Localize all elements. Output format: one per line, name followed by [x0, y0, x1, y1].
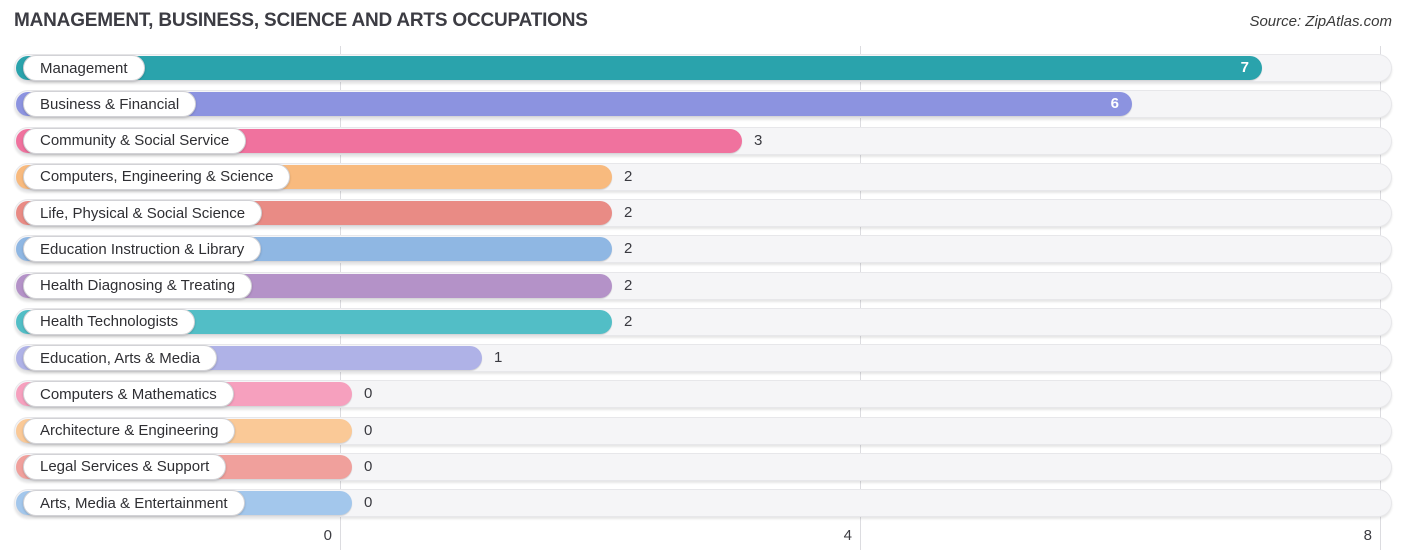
category-label: Computers, Engineering & Science: [40, 168, 274, 186]
category-pill: Education, Arts & Media: [23, 345, 218, 371]
category-label: Education, Arts & Media: [40, 349, 201, 367]
bar-track: Arts, Media & Entertainment 0: [14, 489, 1392, 517]
bar-track: Education Instruction & Library 2: [14, 235, 1392, 264]
value-label: 0: [364, 421, 373, 439]
value-label: 0: [364, 494, 373, 511]
bar-row: Education Instruction & Library 2: [14, 235, 1392, 264]
bar-track: Health Diagnosing & Treating 2: [14, 271, 1392, 300]
category-label: Legal Services & Support: [40, 458, 210, 476]
bar-row: 6 Business & Financial: [14, 90, 1392, 119]
category-pill: Legal Services & Support: [23, 453, 227, 480]
bar-row: Community & Social Service 3: [14, 126, 1392, 155]
source-label: Source: ZipAtlas.com: [1249, 13, 1392, 30]
category-pill: Computers & Mathematics: [23, 381, 234, 408]
category-label: Architecture & Engineering: [40, 422, 219, 439]
bar-track: Life, Physical & Social Science 2: [14, 199, 1392, 227]
category-label: Computers & Mathematics: [40, 385, 217, 403]
category-pill: Life, Physical & Social Science: [23, 200, 263, 226]
value-label: 2: [624, 204, 633, 221]
x-axis-tick: 8: [1363, 527, 1372, 544]
value-label: 7: [1240, 59, 1249, 76]
category-pill: Community & Social Service: [23, 127, 247, 154]
bar-track: 6 Business & Financial: [14, 90, 1392, 119]
bar-row: Arts, Media & Entertainment 0: [14, 489, 1392, 517]
bar-track: Education, Arts & Media 1: [14, 344, 1392, 372]
category-pill: Architecture & Engineering: [23, 417, 236, 444]
category-label: Life, Physical & Social Science: [40, 204, 246, 222]
bar: 7: [16, 56, 1262, 80]
category-label: Arts, Media & Entertainment: [40, 494, 228, 512]
bar-row: Health Technologists 2: [14, 307, 1392, 336]
bar-row: Architecture & Engineering 0: [14, 416, 1392, 445]
category-label: Education Instruction & Library: [40, 240, 245, 258]
bar-track: Architecture & Engineering 0: [14, 416, 1392, 445]
bar-row: Education, Arts & Media 1: [14, 344, 1392, 372]
value-label: 3: [754, 131, 763, 149]
chart-title: MANAGEMENT, BUSINESS, SCIENCE AND ARTS O…: [14, 10, 588, 31]
bar-row: Computers & Mathematics 0: [14, 380, 1392, 409]
bar-track: 7 Management: [14, 54, 1392, 82]
bar-row: Computers, Engineering & Science 2: [14, 162, 1392, 191]
category-label: Business & Financial: [40, 95, 180, 113]
value-label: 0: [364, 385, 373, 403]
bar-track: Health Technologists 2: [14, 307, 1392, 336]
category-label: Management: [40, 59, 128, 77]
bar-track: Community & Social Service 3: [14, 126, 1392, 155]
value-label: 2: [624, 240, 633, 258]
category-pill: Education Instruction & Library: [23, 236, 262, 263]
value-label: 6: [1110, 95, 1119, 113]
category-pill: Management: [23, 55, 145, 81]
category-pill: Business & Financial: [23, 91, 197, 118]
bar-track: Legal Services & Support 0: [14, 452, 1392, 481]
value-label: 2: [624, 167, 633, 185]
category-pill: Health Diagnosing & Treating: [23, 272, 253, 299]
category-pill: Computers, Engineering & Science: [23, 163, 291, 190]
x-axis-tick: 4: [843, 527, 852, 544]
value-label: 2: [624, 312, 633, 330]
bar-row: 7 Management: [14, 54, 1392, 82]
bar: 6: [16, 92, 1132, 117]
bar-row: Legal Services & Support 0: [14, 452, 1392, 481]
category-label: Health Technologists: [40, 313, 179, 331]
value-label: 0: [364, 457, 373, 475]
x-axis-tick: 0: [323, 527, 332, 544]
category-pill: Health Technologists: [23, 308, 196, 335]
category-label: Community & Social Service: [40, 132, 230, 149]
bar-row: Life, Physical & Social Science 2: [14, 199, 1392, 227]
value-label: 2: [624, 276, 633, 294]
value-label: 1: [494, 349, 503, 366]
bar-track: Computers, Engineering & Science 2: [14, 162, 1392, 191]
bar-row: Health Diagnosing & Treating 2: [14, 271, 1392, 300]
category-pill: Arts, Media & Entertainment: [23, 490, 245, 516]
category-label: Health Diagnosing & Treating: [40, 277, 236, 294]
bar-track: Computers & Mathematics 0: [14, 380, 1392, 409]
